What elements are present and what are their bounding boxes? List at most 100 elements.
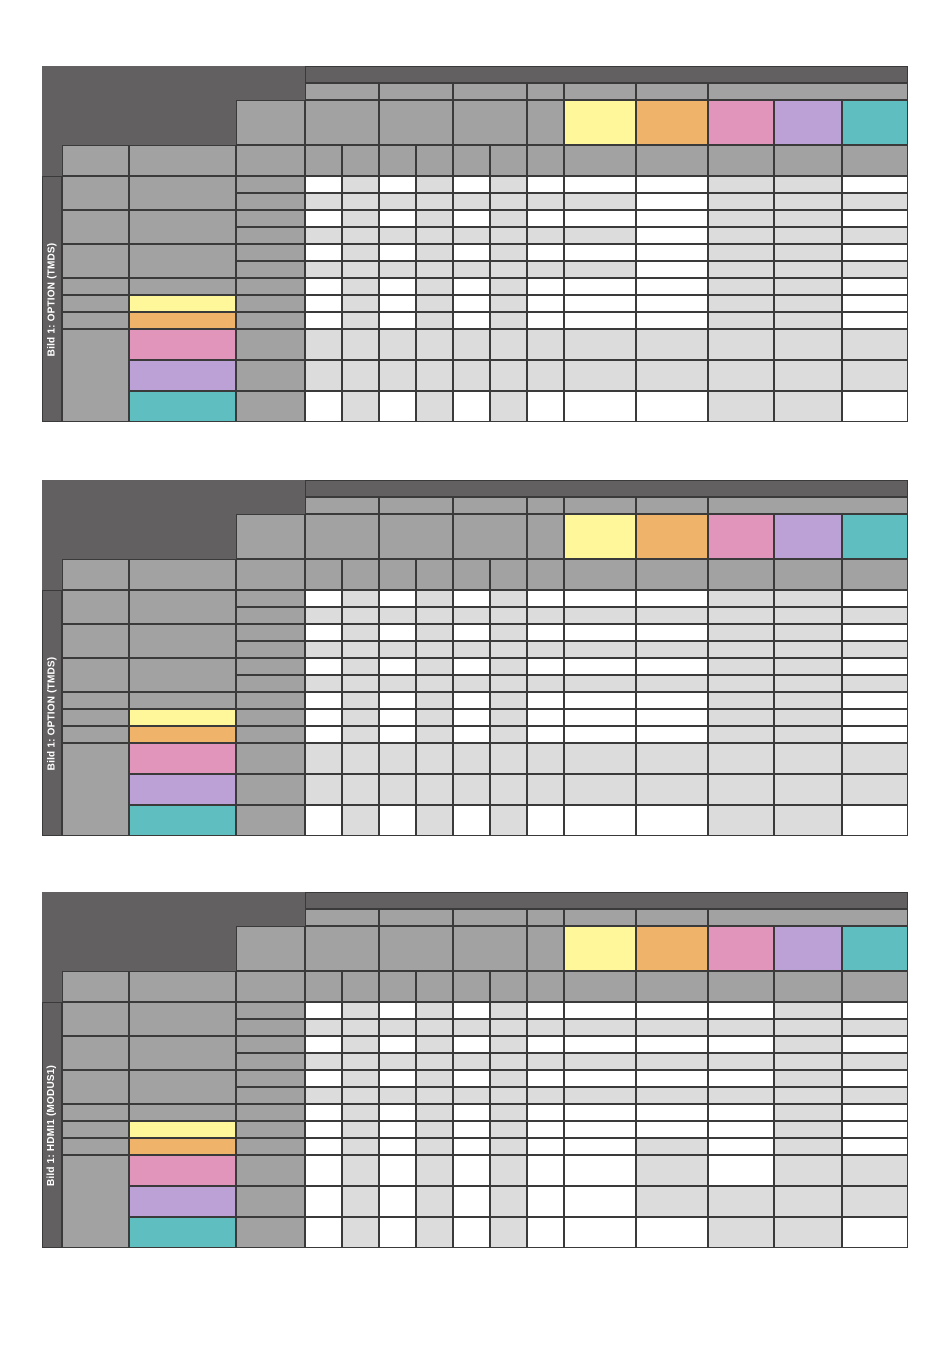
- color-swatch-teal: [842, 100, 908, 145]
- header-mode-1: [305, 100, 379, 145]
- data-cell: [453, 312, 490, 329]
- data-cell: [636, 641, 708, 658]
- data-cell: [453, 1053, 490, 1070]
- data-cell: [453, 743, 490, 774]
- data-cell: [774, 360, 842, 391]
- row-b-12-teal: [129, 391, 236, 422]
- data-cell: [842, 1138, 908, 1155]
- data-cell: [305, 329, 342, 360]
- subheader-col-10: [708, 559, 774, 590]
- row-label-c-8: [236, 1121, 305, 1138]
- header-mode-2: [379, 514, 453, 559]
- data-cell: [774, 1155, 842, 1186]
- data-cell: [842, 774, 908, 805]
- data-cell: [305, 227, 342, 244]
- data-cell: [774, 210, 842, 227]
- data-cell: [305, 641, 342, 658]
- data-cell: [636, 1155, 708, 1186]
- data-cell: [774, 193, 842, 210]
- data-cell: [564, 607, 636, 624]
- data-cell: [636, 624, 708, 641]
- data-cell: [342, 675, 379, 692]
- data-cell: [490, 692, 527, 709]
- subheader-col-7: [527, 971, 564, 1002]
- data-cell: [564, 1155, 636, 1186]
- data-cell: [453, 1104, 490, 1121]
- data-cell: [416, 1104, 453, 1121]
- data-cell: [453, 261, 490, 278]
- row-label-c-1: [236, 590, 305, 607]
- data-cell: [490, 1155, 527, 1186]
- data-cell: [636, 312, 708, 329]
- data-cell: [379, 1155, 416, 1186]
- data-cell: [379, 210, 416, 227]
- data-cell: [636, 261, 708, 278]
- data-cell: [416, 1053, 453, 1070]
- row-a-9: [62, 726, 129, 743]
- data-cell: [416, 391, 453, 422]
- data-cell: [708, 210, 774, 227]
- data-cell: [708, 675, 774, 692]
- subheader-col-10: [708, 971, 774, 1002]
- subheader-col-5: [453, 559, 490, 590]
- data-cell: [416, 641, 453, 658]
- row-b-9-orange: [129, 1138, 236, 1155]
- data-cell: [379, 360, 416, 391]
- data-cell: [527, 1155, 564, 1186]
- data-cell: [842, 329, 908, 360]
- side-label: Bild 1: OPTION (TMDS): [42, 176, 62, 422]
- data-cell: [842, 278, 908, 295]
- data-cell: [774, 709, 842, 726]
- header-group-2: [379, 497, 453, 514]
- row-label-c-5: [236, 1070, 305, 1087]
- subheader-col-1: [305, 559, 342, 590]
- data-cell: [490, 278, 527, 295]
- data-cell: [342, 709, 379, 726]
- data-cell: [636, 1053, 708, 1070]
- data-cell: [416, 1036, 453, 1053]
- data-cell: [453, 329, 490, 360]
- data-cell: [305, 607, 342, 624]
- header-group-3: [453, 909, 527, 926]
- data-cell: [342, 1217, 379, 1248]
- data-cell: [342, 1070, 379, 1087]
- data-cell: [636, 1070, 708, 1087]
- data-cell: [416, 278, 453, 295]
- data-cell: [342, 641, 379, 658]
- data-cell: [416, 244, 453, 261]
- data-cell: [842, 1186, 908, 1217]
- header-group-1: [305, 909, 379, 926]
- data-cell: [708, 329, 774, 360]
- data-cell: [708, 607, 774, 624]
- data-cell: [564, 360, 636, 391]
- row-label-c-11: [236, 774, 305, 805]
- data-cell: [342, 590, 379, 607]
- data-cell: [842, 1002, 908, 1019]
- row-group-b-1: [129, 1002, 236, 1036]
- data-cell: [842, 692, 908, 709]
- row-b-11-purple: [129, 1186, 236, 1217]
- data-cell: [527, 261, 564, 278]
- side-strip-top: [42, 480, 62, 590]
- data-cell: [416, 1019, 453, 1036]
- data-cell: [490, 244, 527, 261]
- header-group-7: [708, 497, 908, 514]
- data-cell: [453, 1121, 490, 1138]
- row-label-c-9: [236, 312, 305, 329]
- data-cell: [416, 176, 453, 193]
- data-cell: [564, 1053, 636, 1070]
- subheader-col-12: [842, 971, 908, 1002]
- data-cell: [636, 726, 708, 743]
- data-cell: [774, 1138, 842, 1155]
- row-label-c-9: [236, 726, 305, 743]
- data-cell: [342, 278, 379, 295]
- header-mode-2: [379, 100, 453, 145]
- data-cell: [774, 278, 842, 295]
- data-cell: [774, 1002, 842, 1019]
- row-b-8-yellow: [129, 1121, 236, 1138]
- row-a-7: [62, 1104, 129, 1121]
- subheader-a: [62, 971, 129, 1002]
- data-cell: [636, 1087, 708, 1104]
- data-cell: [564, 1070, 636, 1087]
- header-group-5: [564, 83, 636, 100]
